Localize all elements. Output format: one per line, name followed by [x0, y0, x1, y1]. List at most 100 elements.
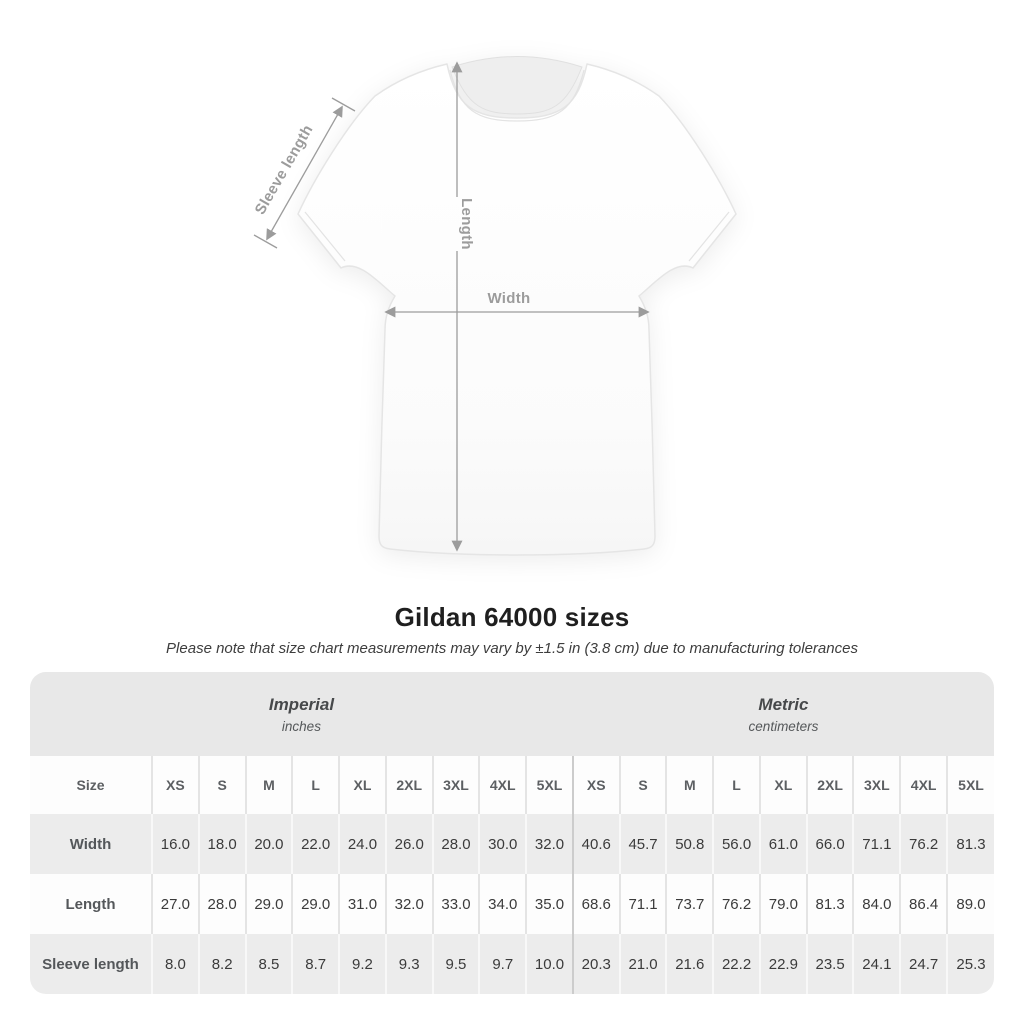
value-cell: 29.0 [244, 874, 293, 934]
size-header-cell: S [197, 756, 246, 814]
imperial-group-unit: inches [281, 719, 321, 735]
value-cell: 81.3 [805, 874, 854, 934]
value-cell: 22.0 [291, 814, 340, 874]
width-row: Width 16.0 18.0 20.0 22.0 24.0 26.0 28.0… [30, 814, 994, 874]
size-header-cell: 3XL [852, 756, 901, 814]
value-cell: 28.0 [197, 874, 246, 934]
length-annotation: Length [451, 61, 475, 552]
tshirt-figure: Length Width Sleeve length [252, 56, 737, 556]
value-cell: 35.0 [525, 874, 573, 934]
size-header-cell: 4XL [478, 756, 527, 814]
size-header-cell: 2XL [384, 756, 433, 814]
value-cell: 25.3 [946, 934, 994, 994]
value-cell: 76.2 [712, 874, 760, 934]
size-header-cell: 5XL [946, 756, 994, 814]
sleeve-end-tick-top [331, 97, 356, 112]
value-cell: 23.5 [805, 934, 854, 994]
value-cell: 71.1 [852, 814, 901, 874]
width-annotation: Width [384, 290, 650, 318]
size-header-cell: 4XL [899, 756, 948, 814]
value-cell: 73.7 [665, 874, 714, 934]
value-cell: 76.2 [899, 814, 948, 874]
value-cell: 8.2 [197, 934, 246, 994]
value-cell: 66.0 [805, 814, 854, 874]
value-cell: 31.0 [338, 874, 386, 934]
value-cell: 21.0 [618, 934, 667, 994]
size-header-cell: L [712, 756, 760, 814]
size-header-cell: XL [338, 756, 386, 814]
imperial-group-header: Imperial inches [30, 672, 573, 756]
value-cell: 71.1 [618, 874, 667, 934]
value-cell: 32.0 [384, 874, 433, 934]
size-table-card: Imperial inches Metric centimeters Size … [30, 672, 994, 994]
length-row: Length 27.0 28.0 29.0 29.0 31.0 32.0 33.… [30, 874, 994, 934]
size-header-cell: S [618, 756, 667, 814]
value-cell: 68.6 [571, 874, 620, 934]
metric-group-unit: centimeters [748, 719, 819, 735]
value-cell: 9.5 [431, 934, 480, 994]
sleeve-length-row: Sleeve length 8.0 8.2 8.5 8.7 9.2 9.3 9.… [30, 934, 994, 994]
size-header-cell: XS [151, 756, 199, 814]
imperial-group-label: Imperial [268, 694, 335, 714]
value-cell: 18.0 [197, 814, 246, 874]
value-cell: 9.7 [478, 934, 527, 994]
sleeve-end-tick-bottom [253, 234, 278, 249]
size-header-row: Size XS S M L XL 2XL 3XL 4XL 5XL XS S M … [30, 756, 994, 814]
value-cell: 24.1 [852, 934, 901, 994]
metric-group-header: Metric centimeters [572, 672, 994, 756]
metric-group-label: Metric [758, 694, 809, 714]
value-cell: 20.3 [571, 934, 620, 994]
value-cell: 9.2 [338, 934, 386, 994]
value-cell: 89.0 [946, 874, 994, 934]
size-header-cell: 2XL [805, 756, 854, 814]
tshirt-body-shape [297, 63, 737, 556]
value-cell: 27.0 [151, 874, 199, 934]
value-cell: 24.0 [338, 814, 386, 874]
size-corner-header: Size [30, 756, 152, 814]
tshirt-neck-opening [451, 56, 583, 115]
collar-seam [449, 69, 585, 122]
value-cell: 79.0 [758, 874, 807, 934]
value-cell: 32.0 [525, 814, 573, 874]
value-cell: 81.3 [946, 814, 994, 874]
page-title: Gildan 64000 sizes [394, 602, 630, 632]
value-cell: 84.0 [852, 874, 901, 934]
size-header-cell: 5XL [525, 756, 573, 814]
value-cell: 61.0 [758, 814, 807, 874]
value-cell: 9.3 [384, 934, 433, 994]
size-header-cell: M [244, 756, 293, 814]
value-cell: 24.7 [899, 934, 948, 994]
value-cell: 8.7 [291, 934, 340, 994]
value-cell: 22.9 [758, 934, 807, 994]
sleeve-arrow [266, 105, 343, 241]
value-cell: 33.0 [431, 874, 480, 934]
value-cell: 22.2 [712, 934, 760, 994]
row-label: Width [30, 814, 152, 874]
value-cell: 10.0 [525, 934, 573, 994]
value-cell: 29.0 [291, 874, 340, 934]
size-header-cell: 3XL [431, 756, 480, 814]
size-header-cell: XS [571, 756, 620, 814]
value-cell: 50.8 [665, 814, 714, 874]
unit-group-row: Imperial inches Metric centimeters [30, 672, 994, 756]
value-cell: 8.0 [151, 934, 199, 994]
value-cell: 45.7 [618, 814, 667, 874]
value-cell: 30.0 [478, 814, 527, 874]
value-cell: 8.5 [244, 934, 293, 994]
right-sleeve-seam [688, 211, 730, 262]
width-annotation-label: Width [487, 290, 530, 307]
size-header-cell: XL [758, 756, 807, 814]
value-cell: 56.0 [712, 814, 760, 874]
value-cell: 86.4 [899, 874, 948, 934]
size-header-cell: L [291, 756, 340, 814]
tolerance-disclaimer: Please note that size chart measurements… [166, 640, 858, 657]
value-cell: 26.0 [384, 814, 433, 874]
tshirt-figure-svg: Length Width Sleeve length [252, 56, 737, 556]
row-label: Length [30, 874, 152, 934]
value-cell: 21.6 [665, 934, 714, 994]
value-cell: 28.0 [431, 814, 480, 874]
length-annotation-label: Length [458, 198, 475, 250]
size-header-cell: M [665, 756, 714, 814]
value-cell: 20.0 [244, 814, 293, 874]
